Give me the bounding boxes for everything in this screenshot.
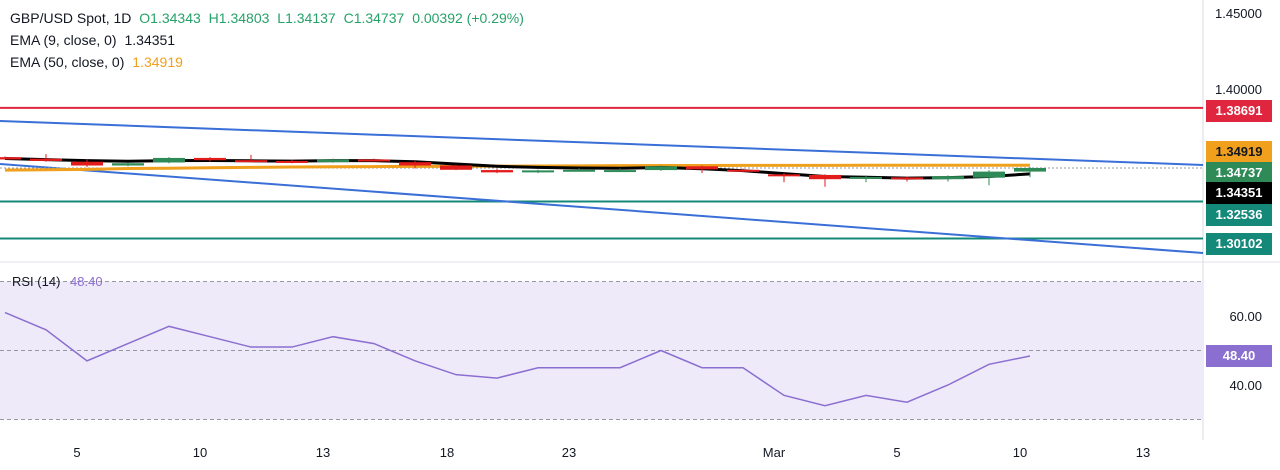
ema50-label: EMA (50, close, 0) [10,54,125,70]
x-axis-label-mar5: 5 [893,445,901,460]
close-value: C1.34737 [343,10,405,26]
candle-body-10 [358,159,390,162]
candle-body-21 [809,174,841,180]
ema9-label: EMA (9, close, 0) [10,32,117,48]
rsi-axis-label-60: 60.00 [1229,309,1262,324]
candle-body-26 [1014,167,1046,172]
ema50-value: 1.34919 [132,54,183,70]
candle-body-8 [276,160,308,163]
x-axis-label-23: 23 [561,445,577,460]
resistance-price-tag: 1.38691 [1206,100,1272,122]
candle-body-14 [522,170,554,173]
candle-body-12 [440,165,472,170]
ema9-legend: EMA (9, close, 0) 1.34351 [10,32,179,48]
candle-body-11 [399,162,431,166]
candle-body-17 [645,166,677,171]
rsi-value-tag: 48.40 [1206,345,1272,367]
support1-price-tag: 1.32536 [1206,204,1272,226]
low-value: L1.34137 [277,10,336,26]
candle-body-1 [0,157,21,160]
open-value: O1.34343 [139,10,201,26]
candle-body-3 [71,161,103,166]
ema50-price-tag: 1.34919 [1206,141,1272,163]
ema9-price-tag: 1.34351 [1206,182,1272,204]
rsi-legend: RSI (14) 48.40 [12,274,103,289]
last-price-tag: 1.34737 [1206,162,1272,184]
candle-body-6 [194,157,226,161]
candle-body-23 [891,177,923,180]
candle-body-13 [481,170,513,173]
rsi-value: 48.40 [70,274,103,289]
x-axis-label-5: 5 [73,445,81,460]
x-axis-label-13: 13 [315,445,331,460]
candle-body-2 [30,158,62,161]
rsi-label: RSI (14) [12,274,61,289]
x-axis-label-mar10: 10 [1012,445,1028,460]
x-axis-label-mar: Mar [762,445,786,460]
channel-upper-line [0,120,1204,166]
support2-price-tag: 1.30102 [1206,233,1272,255]
chart-header: GBP/USD Spot, 1D O1.34343 H1.34803 L1.34… [10,10,528,26]
candle-body-16 [604,170,636,173]
candle-body-24 [932,176,964,180]
candle-body-18 [686,166,718,170]
candle-body-5 [153,157,185,163]
candle-body-20 [768,174,800,177]
x-axis-label-mar13: 13 [1135,445,1151,460]
candle-body-19 [727,169,759,172]
candle-body-22 [850,176,882,179]
price-axis-label-1: 1.45000 [1215,6,1262,21]
candle-body-15 [563,169,595,172]
ema9-value: 1.34351 [124,32,176,48]
channel-lower-line [0,163,1204,254]
ema50-legend: EMA (50, close, 0) 1.34919 [10,54,187,70]
x-axis-label-10: 10 [192,445,208,460]
symbol-label: GBP/USD Spot, 1D [10,10,132,26]
change-value: 0.00392 (+0.29%) [412,10,524,26]
candle-body-25 [973,171,1005,178]
high-value: H1.34803 [208,10,270,26]
rsi-axis-label-40: 40.00 [1229,378,1262,393]
candle-body-7 [235,160,267,163]
candle-body-4 [112,163,144,166]
x-axis-label-18: 18 [439,445,455,460]
price-axis-label-2: 1.40000 [1215,82,1262,97]
candle-body-9 [317,159,349,163]
rsi-line [4,311,1031,407]
